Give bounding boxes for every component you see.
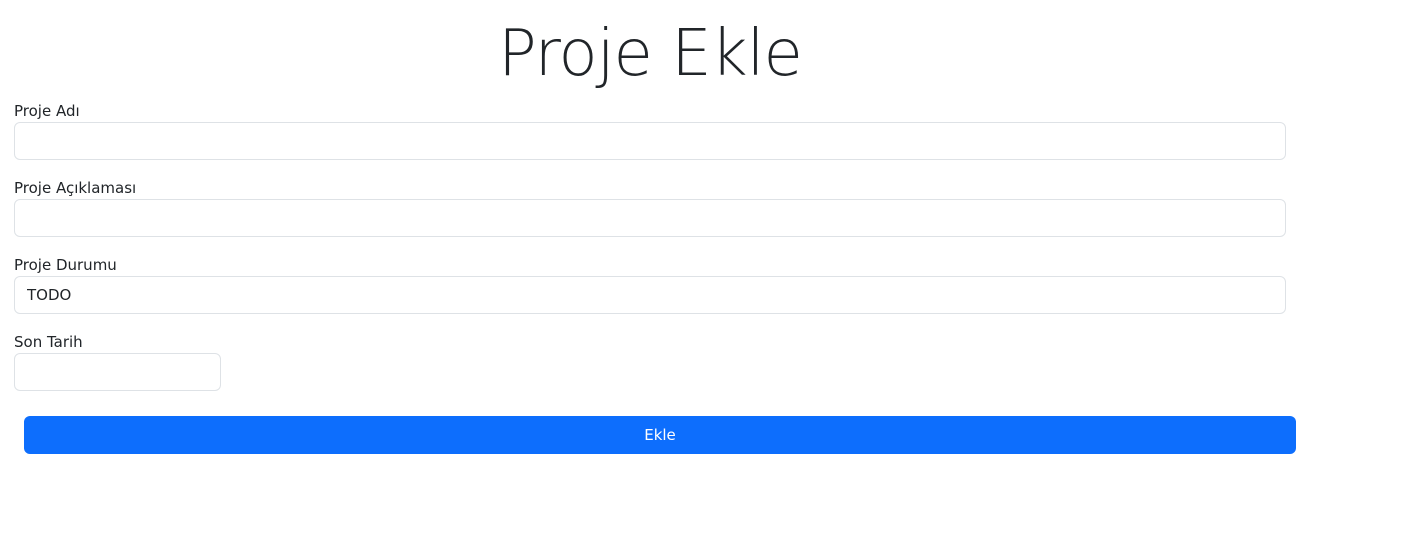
project-name-input[interactable] <box>14 122 1286 160</box>
add-button[interactable]: Ekle <box>24 416 1296 454</box>
project-description-label: Proje Açıklaması <box>14 179 137 197</box>
project-status-label: Proje Durumu <box>14 256 117 274</box>
due-date-input[interactable] <box>14 353 221 391</box>
due-date-label: Son Tarih <box>14 333 83 351</box>
project-name-label: Proje Adı <box>14 102 80 120</box>
page-title: Proje Ekle <box>498 17 803 91</box>
project-status-input[interactable] <box>14 276 1286 314</box>
project-description-input[interactable] <box>14 199 1286 237</box>
